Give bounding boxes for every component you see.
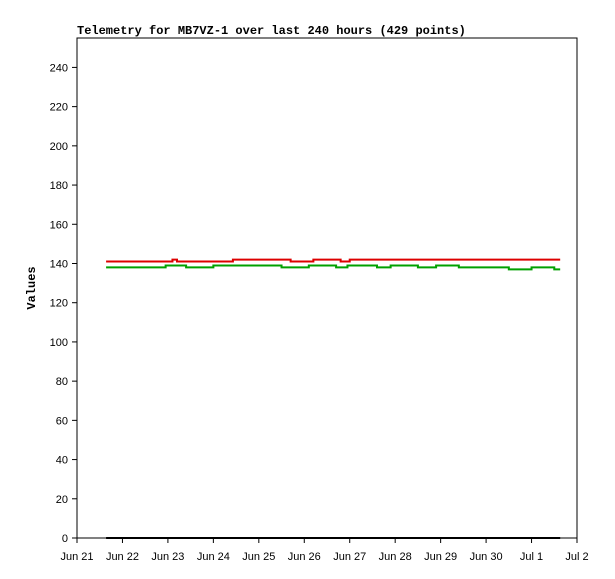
y-axis-label: Values [25, 266, 39, 309]
y-tick-label: 140 [50, 258, 68, 270]
x-tick-label: Jun 24 [197, 551, 230, 563]
y-tick-label: 20 [56, 494, 68, 506]
y-tick-label: 0 [62, 533, 68, 545]
y-tick-label: 220 [50, 102, 68, 114]
y-tick-label: 160 [50, 219, 68, 231]
y-tick-label: 200 [50, 141, 68, 153]
x-tick-label: Jun 27 [333, 551, 366, 563]
series-line [106, 264, 561, 271]
chart-title: Telemetry for MB7VZ-1 over last 240 hour… [77, 24, 466, 38]
y-tick-label: 80 [56, 376, 68, 388]
x-tick-label: Jun 30 [470, 551, 503, 563]
x-tick-label: Jun 29 [424, 551, 457, 563]
x-tick-label: Jun 26 [288, 551, 321, 563]
x-tick-label: Jun 28 [379, 551, 412, 563]
y-tick-label: 60 [56, 415, 68, 427]
x-tick-label: Jun 23 [151, 551, 184, 563]
series-line [106, 258, 561, 263]
x-tick-label: Jul 1 [520, 551, 543, 563]
x-tick-label: Jun 21 [60, 551, 93, 563]
x-tick-label: Jun 25 [242, 551, 275, 563]
y-tick-label: 180 [50, 180, 68, 192]
y-tick-label: 40 [56, 455, 68, 467]
y-tick-label: 120 [50, 298, 68, 310]
x-tick-label: Jun 22 [106, 551, 139, 563]
plot-frame [76, 37, 578, 539]
x-tick-label: Jul 2 [565, 551, 588, 563]
y-tick-label: 100 [50, 337, 68, 349]
y-tick-label: 240 [50, 62, 68, 74]
